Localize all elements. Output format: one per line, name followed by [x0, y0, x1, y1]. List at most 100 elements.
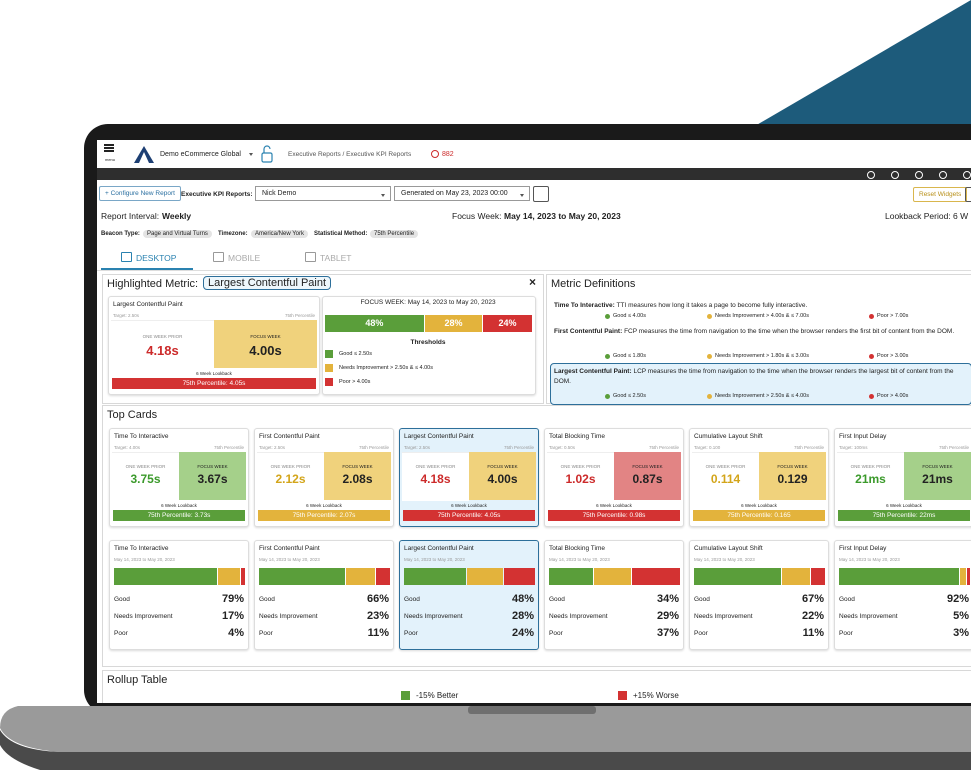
stack-segment: [467, 568, 504, 585]
stack-segment: [632, 568, 680, 585]
prior-value: 21ms: [855, 472, 886, 486]
card-date: May 14, 2023 to May 20, 2023: [404, 557, 465, 562]
tab-rule: [97, 270, 971, 271]
reset-button[interactable]: Reset Widgets: [913, 187, 968, 202]
definitions-title: Metric Definitions: [551, 278, 636, 290]
distribution-card: Time To Interactive May 14, 2023 to May 2…: [109, 540, 249, 650]
metric-card: First Input Delay Target: 100ms 75th Perce…: [834, 428, 971, 527]
tab[interactable]: TABLET: [320, 253, 352, 263]
select-caret: [520, 194, 524, 199]
highlighted-title: Highlighted Metric:: [107, 278, 199, 290]
focus-value: 4.00s: [249, 343, 282, 358]
focus-label: FOCUS WEEK: [777, 464, 808, 469]
distribution-label: Poor: [404, 630, 418, 637]
menu-icon-bar: [104, 150, 114, 152]
card-name: Total Blocking Time: [549, 545, 605, 552]
tab[interactable]: DESKTOP: [136, 253, 177, 263]
card-date: May 14, 2023 to May 20, 2023: [839, 557, 900, 562]
prior-box: [402, 452, 469, 501]
distribution-value: 28%: [511, 610, 534, 622]
definition-threshold: Needs Improvement > 1.80s & ≤ 3.00s: [715, 353, 809, 359]
focus-panel: [322, 296, 536, 395]
laptop-base-edge: [0, 730, 971, 770]
lookback-label: 6 Week Lookback: [596, 503, 632, 508]
focus-label: FOCUS WEEK: [197, 464, 228, 469]
stack-segment: [694, 568, 782, 585]
definition-threshold: Needs Improvement > 2.50s & ≤ 4.00s: [715, 393, 809, 399]
close-button[interactable]: ×: [529, 275, 537, 289]
prior-value: 3.75s: [130, 472, 161, 486]
rollup-worse: +15% Worse: [633, 691, 679, 700]
card-target: Target: 2.50s: [404, 445, 431, 450]
card-percentile-note: 75th Percentile: [938, 445, 969, 450]
card-date: May 14, 2023 to May 20, 2023: [259, 557, 320, 562]
percentile-bar: 75th Percentile: 22ms: [838, 510, 970, 521]
generated-select[interactable]: Generated on May 23, 2023 00:00: [394, 186, 530, 201]
prior-label: ONE WEEK PRIOR: [850, 464, 891, 469]
card-name: Time To Interactive: [114, 545, 169, 552]
report-select[interactable]: Nick Demo: [255, 186, 391, 201]
focus-value: 0.129: [777, 472, 808, 486]
metric-card: Cumulative Layout Shift Target: 0.100 75th…: [689, 428, 829, 527]
percentile-bar: 75th Percentile: 2.07s: [258, 510, 390, 521]
definition-threshold: Good ≤ 4.00s: [613, 313, 646, 319]
card-percentile-note: 75th Percentile: [503, 445, 534, 450]
rollup-panel: Rollup Table -15% Better +15% Worse: [102, 670, 971, 703]
toolbar-icon: [939, 171, 947, 179]
threshold-dot: [605, 314, 610, 319]
configure-button[interactable]: + Configure New Report: [99, 186, 181, 201]
metric-card: Largest Contentful Paint Target: 2.50s 75t…: [399, 428, 539, 527]
distribution-label: Needs Improvement: [839, 613, 898, 620]
focus-value: 0.87s: [632, 472, 663, 486]
distribution-value: 5%: [953, 610, 969, 622]
distribution-label: Good: [114, 596, 130, 603]
distribution-label: Poor: [259, 630, 273, 637]
focus-label: FOCUS WEEK: [250, 334, 281, 339]
breadcrumb: Executive Reports / Executive KPI Report…: [288, 151, 412, 158]
card-name: First Contentful Paint: [259, 545, 320, 552]
percentile-bar: 75th Percentile: 4.05s: [403, 510, 535, 521]
distribution-card: Cumulative Layout Shift May 14, 2023 to M…: [689, 540, 829, 650]
stack-segment: [549, 568, 593, 585]
distribution-value: 48%: [511, 593, 534, 605]
menu-icon-bar: [104, 144, 114, 146]
distribution-value: 22%: [801, 610, 824, 622]
statistical-method: 75th Percentile: [370, 230, 419, 238]
timezone: America/New York: [251, 230, 309, 238]
focus-value: 3.67s: [197, 472, 228, 486]
menu-label[interactable]: menu: [105, 157, 116, 162]
alert-count[interactable]: 882: [442, 151, 454, 158]
menu-icon-bar: [104, 147, 114, 149]
lock-icon[interactable]: [261, 145, 273, 163]
prior-value: 2.12s: [275, 472, 306, 486]
toolbar-icon: [867, 171, 875, 179]
card-name: First Contentful Paint: [259, 433, 320, 440]
org-name[interactable]: Demo eCommerce Global: [160, 151, 241, 158]
focus-box: [324, 452, 391, 500]
prior-label: ONE WEEK PRIOR: [560, 464, 601, 469]
card-name: Largest Contentful Paint: [404, 433, 474, 440]
logo: [134, 146, 154, 163]
report-interval: Weekly: [162, 211, 192, 221]
stack-segment: [218, 568, 240, 585]
distribution-label: Poor: [114, 630, 128, 637]
focus-week: May 14, 2023 to May 20, 2023: [504, 211, 621, 221]
distribution-label: Good: [259, 596, 275, 603]
card-name: First Input Delay: [839, 433, 887, 440]
metric-card: Largest Contentful Paint Target: 2.50s 75t…: [108, 296, 320, 395]
definition-threshold: Poor > 4.00s: [877, 393, 909, 399]
definition-text: First Contentful Paint: FCP measures the…: [554, 327, 966, 337]
tab[interactable]: MOBILE: [228, 253, 261, 263]
definition-threshold: Good ≤ 1.80s: [613, 353, 646, 359]
alert-icon: [431, 150, 439, 158]
card-date: May 14, 2023 to May 20, 2023: [694, 557, 755, 562]
tab-underline: [101, 268, 193, 270]
distribution-value: 66%: [366, 593, 389, 605]
lookback-label: 6 Week Lookback: [886, 503, 922, 508]
stack-segment: [240, 568, 245, 585]
threshold-text: Good ≤ 2.50s: [339, 351, 372, 357]
laptop-notch: [468, 706, 596, 714]
card-target: Target: 4.00s: [114, 445, 141, 450]
distribution-label: Needs Improvement: [259, 613, 318, 620]
